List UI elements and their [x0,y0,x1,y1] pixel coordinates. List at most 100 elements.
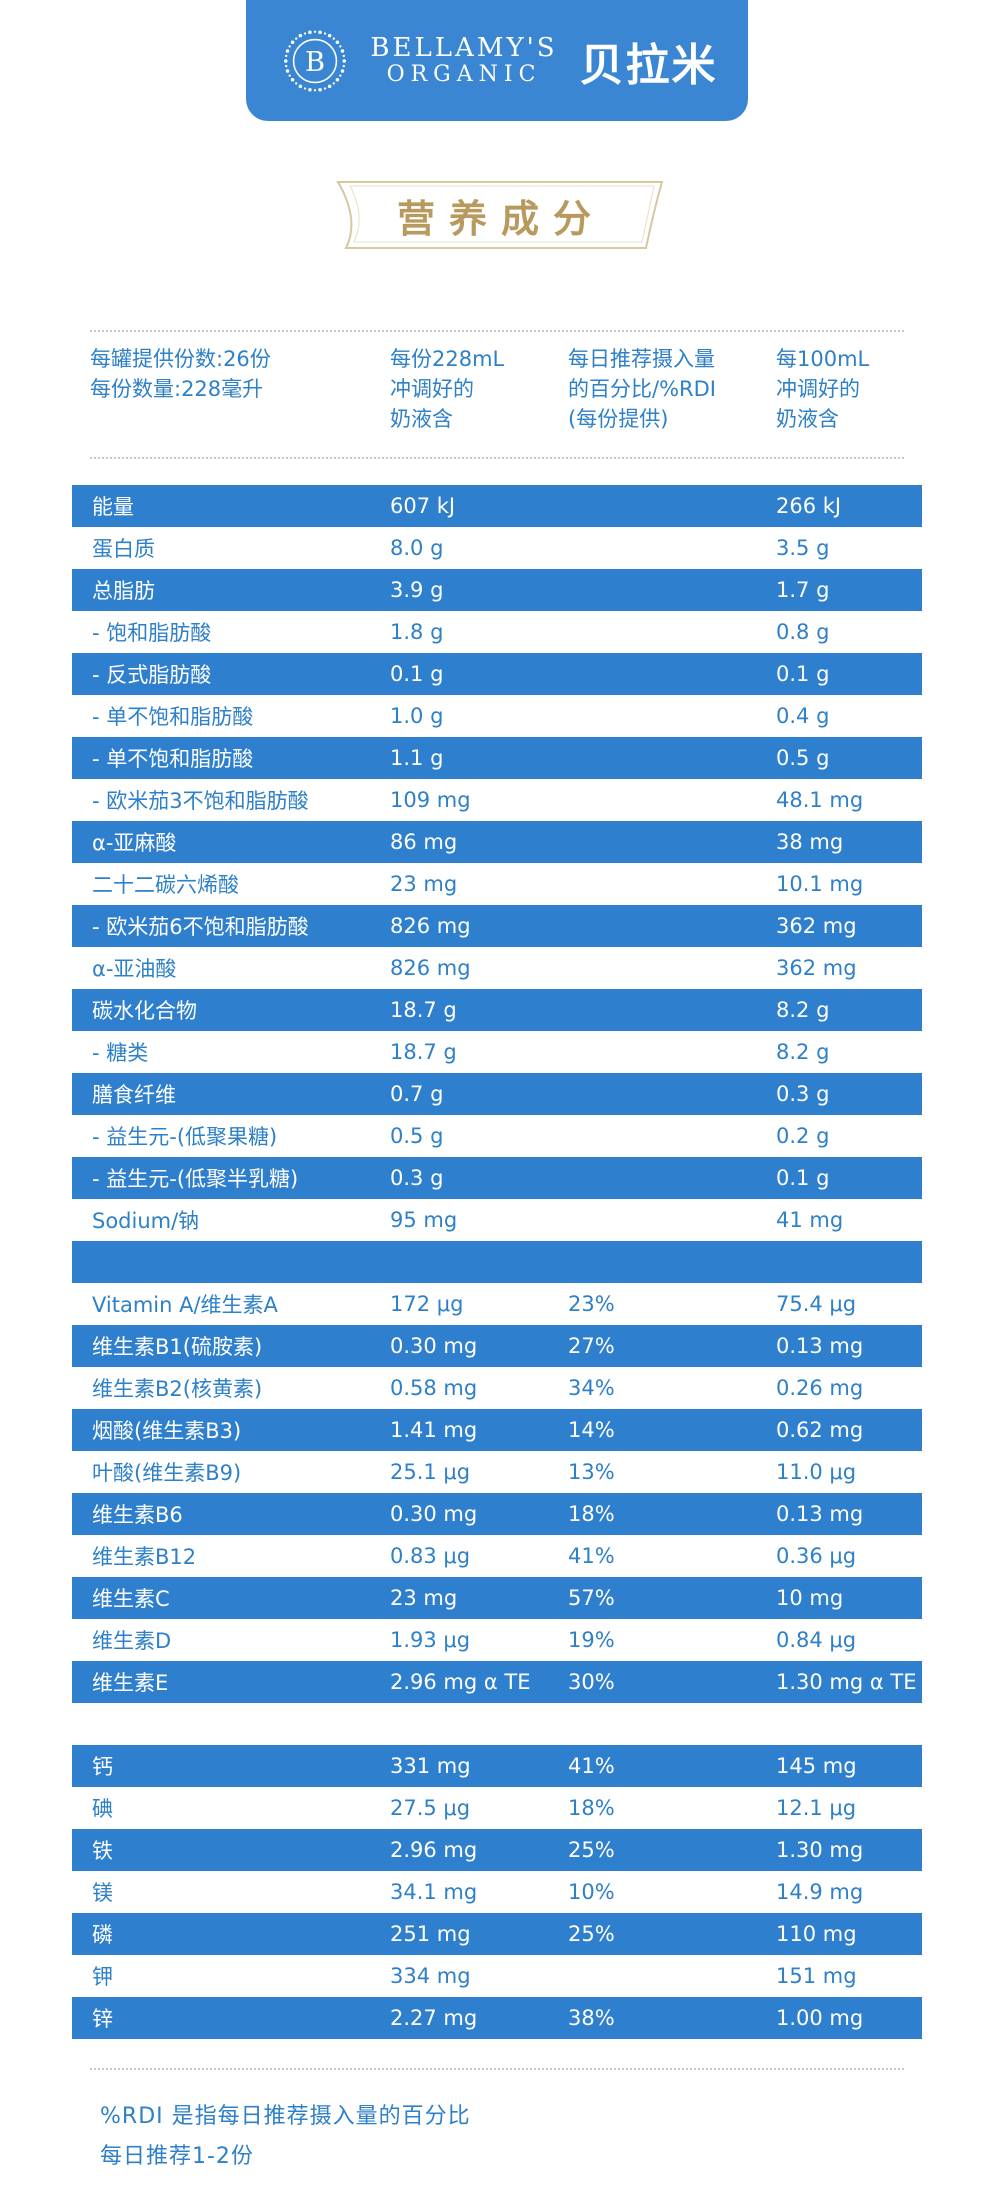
per-serving-value: 1.41 mg [390,1418,478,1442]
per-serving-value: 331 mg [390,1754,471,1778]
per-100ml-value: 0.26 mg [776,1376,864,1400]
per-serving-value: 826 mg [390,914,471,938]
per-serving-value: 3.9 g [390,578,444,602]
brand-logo: B BELLAMY'S ORGANIC 贝拉米 [276,22,717,100]
per-100ml-value: 362 mg [776,956,857,980]
per-serving-value: 1.93 μg [390,1628,471,1652]
nutrient-name: Vitamin A/维生素A [92,1293,278,1317]
per-100ml-value: 0.13 mg [776,1334,864,1358]
table-row: 维生素B1(硫胺素) 0.30 mg 27% 0.13 mg [72,1325,922,1367]
per-serving-value: 8.0 g [390,536,444,560]
table-row: 维生素E 2.96 mg α TE 30% 1.30 mg α TE [72,1661,922,1703]
header-top-divider [90,330,904,332]
nutrient-name: 维生素B6 [92,1503,183,1527]
table-row: α-亚麻酸 86 mg 38 mg [72,821,922,863]
per-serving-value: 607 kJ [390,494,456,518]
nutrient-name: 铁 [92,1839,113,1863]
per-100ml-value: 48.1 mg [776,788,864,812]
table-row: 叶酸(维生素B9) 25.1 μg 13% 11.0 μg [72,1451,922,1493]
per-serving-value: 34.1 mg [390,1880,478,1904]
rdi-value: 30% [568,1670,615,1694]
table-row: 维生素B6 0.30 mg 18% 0.13 mg [72,1493,922,1535]
per-serving-value: 1.0 g [390,704,444,728]
per-100ml-value: 362 mg [776,914,857,938]
table-row: Sodium/钠 95 mg 41 mg [72,1199,922,1241]
rdi-value: 38% [568,2006,615,2030]
header-bottom-divider [90,457,904,459]
table-row: 钙 331 mg 41% 145 mg [72,1745,922,1787]
nutrient-name: 维生素B2(核黄素) [92,1377,263,1401]
nutrient-name: 二十二碳六烯酸 [92,873,239,897]
header-servings-info: 每罐提供份数:26份 每份数量:228毫升 [90,347,271,401]
per-serving-value: 2.96 mg α TE [390,1670,531,1694]
title-badge-frame [336,181,664,249]
per-serving-value: 0.3 g [390,1166,444,1190]
per-serving-value: 334 mg [390,1964,471,1988]
nutrient-name: - 单不饱和脂肪酸 [92,747,254,771]
table-row: 镁 34.1 mg 10% 14.9 mg [72,1871,922,1913]
per-serving-value: 1.8 g [390,620,444,644]
per-100ml-value: 0.8 g [776,620,830,644]
per-100ml-value: 0.13 mg [776,1502,864,1526]
per-100ml-value: 0.4 g [776,704,830,728]
nutrient-name: 维生素B12 [92,1545,197,1569]
per-100ml-value: 8.2 g [776,1040,830,1064]
header-rdi: 每日推荐摄入量 的百分比/%RDI (每份提供) [568,347,716,431]
per-serving-value: 0.5 g [390,1124,444,1148]
per-100ml-value: 10.1 mg [776,872,864,896]
nutrient-name: α-亚麻酸 [92,831,177,855]
nutrient-name: 碳水化合物 [92,999,197,1023]
per-serving-value: 25.1 μg [390,1460,471,1484]
per-serving-value: 18.7 g [390,1040,457,1064]
nutrient-name: 维生素E [92,1671,169,1695]
per-serving-value: 23 mg [390,1586,458,1610]
table-row: 蛋白质 8.0 g 3.5 g [72,527,922,569]
table-row: 膳食纤维 0.7 g 0.3 g [72,1073,922,1115]
table-row: 能量 607 kJ 266 kJ [72,485,922,527]
nutrient-name: 钾 [92,1965,113,1989]
per-serving-value: 0.30 mg [390,1334,478,1358]
per-100ml-value: 11.0 μg [776,1460,857,1484]
per-100ml-value: 0.2 g [776,1124,830,1148]
table-row: α-亚油酸 826 mg 362 mg [72,947,922,989]
per-100ml-value: 0.5 g [776,746,830,770]
per-serving-value: 2.27 mg [390,2006,478,2030]
table-row: - 益生元-(低聚果糖) 0.5 g 0.2 g [72,1115,922,1157]
per-100ml-value: 0.3 g [776,1082,830,1106]
per-serving-value: 23 mg [390,872,458,896]
per-100ml-value: 1.30 mg α TE [776,1670,917,1694]
table-row: - 益生元-(低聚半乳糖) 0.3 g 0.1 g [72,1157,922,1199]
nutrient-name: 蛋白质 [92,537,155,561]
table-row: 锌 2.27 mg 38% 1.00 mg [72,1997,922,2039]
per-serving-value: 109 mg [390,788,471,812]
per-100ml-value: 12.1 μg [776,1796,857,1820]
nutrient-name: 总脂肪 [92,579,155,603]
nutrition-table: 能量 607 kJ 266 kJ 蛋白质 8.0 g 3.5 g 总脂肪 3.9 g 1.7 g… [72,485,922,2039]
per-100ml-value: 151 mg [776,1964,857,1988]
rdi-value: 34% [568,1376,615,1400]
table-row: 钾 334 mg 151 mg [72,1955,922,1997]
table-row: 碳水化合物 18.7 g 8.2 g [72,989,922,1031]
table-row: - 糖类 18.7 g 8.2 g [72,1031,922,1073]
nutrient-name: 维生素B1(硫胺素) [92,1335,263,1359]
rdi-value: 41% [568,1754,615,1778]
per-serving-value: 27.5 μg [390,1796,471,1820]
per-serving-value: 0.30 mg [390,1502,478,1526]
rdi-value: 19% [568,1628,615,1652]
per-100ml-value: 41 mg [776,1208,844,1232]
per-serving-value: 0.58 mg [390,1376,478,1400]
per-serving-value: 18.7 g [390,998,457,1022]
per-100ml-value: 145 mg [776,1754,857,1778]
per-serving-value: 0.1 g [390,662,444,686]
nutrient-name: 锌 [92,2007,113,2031]
nutrient-name: - 饱和脂肪酸 [92,621,212,645]
table-row: - 欧米茄3不饱和脂肪酸 109 mg 48.1 mg [72,779,922,821]
table-row: Vitamin A/维生素A 172 μg 23% 75.4 μg [72,1283,922,1325]
per-100ml-value: 110 mg [776,1922,857,1946]
header-per-100ml: 每100mL 冲调好的 奶液含 [776,347,870,431]
per-100ml-value: 266 kJ [776,494,842,518]
table-row: 磷 251 mg 25% 110 mg [72,1913,922,1955]
nutrient-name: - 单不饱和脂肪酸 [92,705,254,729]
per-100ml-value: 0.84 μg [776,1628,857,1652]
page-title: 营养成分 [396,195,605,241]
